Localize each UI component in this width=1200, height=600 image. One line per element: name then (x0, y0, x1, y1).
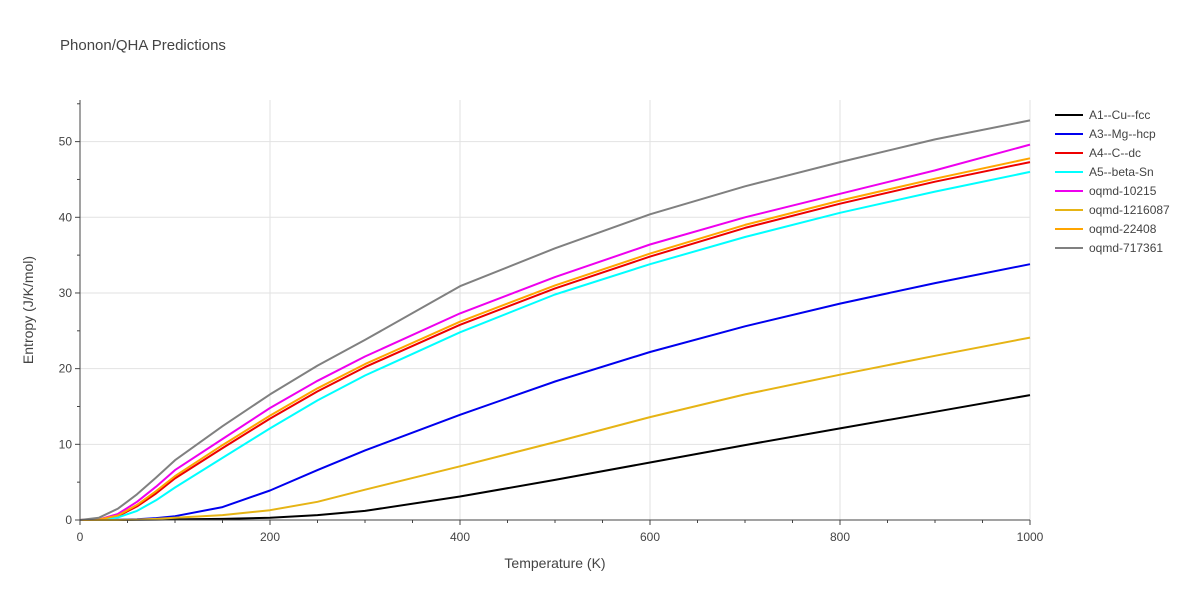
x-axis-title: Temperature (K) (504, 555, 605, 571)
x-tick-label: 600 (640, 530, 660, 544)
series-line-6 (79, 157, 1031, 521)
series-line-2 (79, 161, 1031, 521)
legend-label: oqmd-717361 (1089, 241, 1163, 255)
legend-item[interactable]: oqmd-717361 (1055, 241, 1163, 255)
legend-label: oqmd-22408 (1089, 222, 1157, 236)
legend-label: oqmd-1216087 (1089, 203, 1170, 217)
series-line-4 (79, 143, 1031, 521)
x-tick-label: 0 (77, 530, 84, 544)
series-line-7 (79, 119, 1031, 521)
chart-title: Phonon/QHA Predictions (60, 37, 226, 54)
y-tick-label: 40 (59, 210, 73, 224)
y-tick-label: 30 (59, 286, 73, 300)
legend-label: A1--Cu--fcc (1089, 108, 1150, 122)
legend-label: A4--C--dc (1089, 146, 1141, 160)
x-tick-label: 800 (830, 530, 850, 544)
grid (80, 100, 1031, 520)
series-line-5 (80, 336, 1031, 521)
legend-label: A5--beta-Sn (1089, 165, 1154, 179)
series-line-1 (80, 263, 1031, 521)
legend-label: oqmd-10215 (1089, 184, 1157, 198)
legend-item[interactable]: A4--C--dc (1055, 146, 1141, 160)
x-tick-label: 1000 (1017, 530, 1044, 544)
legend: A1--Cu--fcc A3--Mg--hcp A4--C--dc A5--beta-… (1055, 108, 1170, 255)
y-tick-label: 50 (59, 135, 73, 149)
y-tick-label: 10 (59, 437, 73, 451)
legend-item[interactable]: oqmd-22408 (1055, 222, 1157, 236)
y-tick-label: 20 (59, 362, 73, 376)
y-tick-label: 0 (65, 513, 72, 527)
legend-item[interactable]: oqmd-1216087 (1055, 203, 1170, 217)
series-layer (79, 119, 1031, 521)
x-tick-label: 200 (260, 530, 280, 544)
legend-item[interactable]: A3--Mg--hcp (1055, 127, 1156, 141)
legend-item[interactable]: A5--beta-Sn (1055, 165, 1154, 179)
y-axis-title: Entropy (J/K/mol) (20, 256, 36, 364)
legend-item[interactable]: oqmd-10215 (1055, 184, 1157, 198)
series-line-3 (79, 170, 1031, 521)
legend-item[interactable]: A1--Cu--fcc (1055, 108, 1150, 122)
axes: 0 200 400 600 800 1000 0 10 20 30 40 50 (59, 100, 1044, 544)
x-tick-label: 400 (450, 530, 470, 544)
legend-label: A3--Mg--hcp (1089, 127, 1156, 141)
